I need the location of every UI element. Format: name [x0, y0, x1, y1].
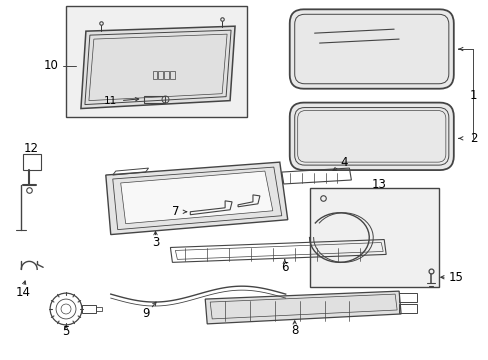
Bar: [152, 71, 157, 79]
Text: 15: 15: [448, 271, 463, 284]
Text: 7: 7: [171, 205, 179, 218]
Bar: [170, 71, 175, 79]
Text: 12: 12: [24, 142, 39, 155]
Bar: [143, 96, 165, 103]
FancyBboxPatch shape: [289, 103, 453, 170]
Text: 8: 8: [290, 324, 298, 337]
Polygon shape: [81, 26, 235, 109]
Text: 14: 14: [16, 285, 31, 299]
Polygon shape: [205, 291, 400, 324]
FancyBboxPatch shape: [289, 9, 453, 89]
Bar: [398, 304, 416, 313]
Text: 3: 3: [151, 236, 159, 249]
Text: 9: 9: [142, 307, 149, 320]
Bar: [82, 305, 96, 313]
Bar: [309, 188, 438, 287]
Bar: [158, 71, 163, 79]
Text: 4: 4: [340, 156, 347, 168]
Text: 2: 2: [469, 132, 477, 145]
Text: 6: 6: [281, 261, 288, 274]
Text: 5: 5: [62, 325, 70, 338]
Bar: [96, 307, 102, 311]
Bar: [66, 6, 246, 117]
Polygon shape: [121, 171, 272, 224]
Bar: [164, 71, 169, 79]
Polygon shape: [105, 162, 287, 235]
Text: 13: 13: [371, 179, 386, 192]
Text: 1: 1: [469, 89, 477, 102]
Text: 10: 10: [43, 59, 58, 72]
Bar: [398, 293, 416, 302]
Bar: [23, 154, 41, 170]
Text: 11: 11: [104, 96, 117, 105]
